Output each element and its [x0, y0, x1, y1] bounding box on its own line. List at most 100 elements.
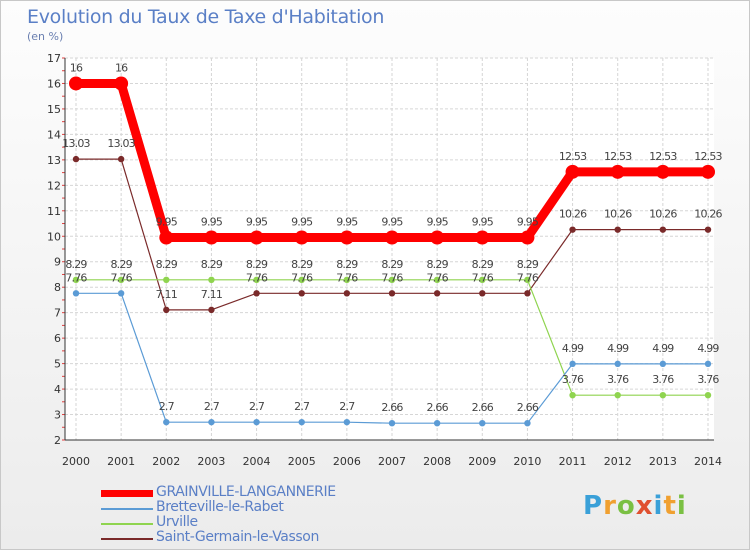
logo-letter: P — [583, 491, 604, 521]
legend-swatch-grainville — [101, 490, 153, 497]
data-point — [479, 290, 486, 297]
data-point — [72, 276, 80, 284]
data-label: 4.99 — [697, 342, 719, 355]
y-tick-label: 11 — [47, 205, 61, 218]
data-point — [163, 276, 170, 284]
data-point — [569, 360, 576, 368]
y-tick-label: 2 — [54, 434, 61, 447]
data-point — [163, 306, 170, 314]
data-label: 9.95 — [156, 216, 178, 229]
data-label: 8.29 — [110, 258, 132, 271]
data-label: 12.53 — [559, 150, 587, 163]
data-point — [610, 164, 625, 179]
x-tick-label: 2011 — [559, 455, 587, 468]
data-label: 7.76 — [472, 271, 494, 284]
plot-area — [65, 58, 714, 440]
data-label: 7.76 — [291, 271, 313, 284]
y-tick-label: 17 — [47, 52, 61, 65]
data-point — [524, 290, 531, 297]
data-point — [72, 155, 80, 163]
data-label: 7.11 — [201, 288, 222, 301]
x-tick-label: 2001 — [107, 455, 135, 468]
data-label: 2.66 — [381, 401, 403, 414]
data-label: 7.76 — [110, 271, 132, 284]
data-point — [388, 290, 396, 297]
legend-label: Bretteville-le-Rabet — [156, 499, 284, 515]
y-tick-label: 12 — [47, 179, 61, 192]
legend-label: GRAINVILLE-LANGANNERIE — [156, 484, 336, 500]
data-point — [253, 290, 260, 297]
data-point — [475, 230, 490, 245]
x-tick-label: 2005 — [288, 455, 316, 468]
x-tick-label: 2014 — [694, 455, 722, 468]
data-point — [704, 226, 712, 233]
data-label: 9.95 — [246, 216, 268, 229]
data-point — [659, 360, 667, 368]
data-point — [208, 418, 215, 426]
data-label: 9.95 — [517, 216, 539, 229]
legend-swatch-bretteville — [101, 508, 153, 510]
data-label: 4.99 — [652, 342, 674, 355]
data-point — [72, 290, 80, 297]
y-tick-label: 16 — [47, 77, 61, 90]
data-label: 7.76 — [336, 271, 358, 284]
proxiti-logo: Proxiti — [583, 491, 687, 521]
x-tick-label: 2008 — [423, 455, 451, 468]
data-label: 16 — [115, 61, 128, 74]
data-point — [343, 290, 351, 297]
legend-label: Saint-Germain-le-Vasson — [156, 529, 319, 545]
y-tick-label: 14 — [47, 128, 61, 141]
data-point — [524, 276, 531, 284]
data-label: 9.95 — [336, 216, 358, 229]
data-point — [520, 230, 535, 245]
data-label: 3.76 — [652, 373, 674, 386]
data-label: 10.26 — [559, 208, 587, 221]
data-label: 2.66 — [472, 401, 494, 414]
x-tick-label: 2002 — [152, 455, 180, 468]
data-point — [208, 306, 215, 314]
data-label: 7.76 — [246, 271, 268, 284]
data-point — [565, 164, 580, 179]
data-point — [659, 226, 667, 233]
logo-letter: x — [635, 491, 654, 521]
legend-swatch-saint-germain — [101, 538, 153, 540]
data-point — [569, 391, 576, 399]
logo-letter: o — [616, 491, 636, 521]
data-point — [479, 276, 486, 284]
y-tick-label: 5 — [54, 358, 61, 371]
y-tick-label: 10 — [47, 230, 61, 243]
data-label: 8.29 — [156, 258, 178, 271]
logo-letter: i — [653, 491, 664, 521]
data-point — [249, 230, 264, 245]
logo-letter: i — [676, 491, 687, 521]
data-point — [569, 226, 576, 233]
data-point — [388, 276, 396, 284]
data-point — [117, 155, 125, 163]
y-axis-unit: (en %) — [27, 30, 64, 43]
data-label: 9.95 — [472, 216, 494, 229]
data-label: 13.03 — [107, 137, 135, 150]
data-label: 8.29 — [381, 258, 403, 271]
chart-title: Evolution du Taux de Taxe d'Habitation — [27, 6, 385, 28]
data-point — [114, 76, 129, 91]
y-tick-label: 8 — [54, 281, 61, 294]
data-point — [704, 391, 712, 399]
data-label: 12.53 — [604, 150, 632, 163]
data-label: 10.26 — [649, 208, 677, 221]
data-point — [433, 290, 441, 297]
y-tick-label: 4 — [54, 383, 61, 396]
data-point — [298, 290, 305, 297]
x-tick-label: 2004 — [243, 455, 271, 468]
data-point — [294, 230, 309, 245]
data-label: 2.7 — [159, 400, 175, 413]
data-label: 2.7 — [249, 400, 265, 413]
data-point — [701, 164, 715, 179]
legend-item: Urville — [101, 514, 401, 530]
data-point — [659, 391, 667, 399]
data-point — [117, 290, 125, 297]
data-label: 9.95 — [381, 216, 403, 229]
data-point — [388, 419, 396, 427]
data-point — [253, 276, 260, 284]
